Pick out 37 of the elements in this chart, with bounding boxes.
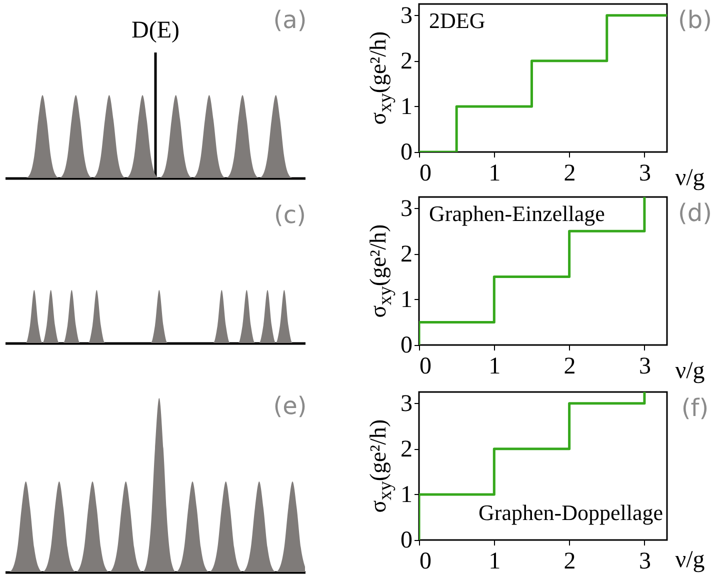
text: (d)	[678, 199, 712, 227]
annotation: Graphen-Einzellage	[429, 201, 605, 226]
y-tick-label: 2	[400, 48, 412, 74]
x-tick-label: 0	[420, 354, 432, 380]
text: (f)	[681, 394, 709, 422]
x-tick-label: 2	[564, 354, 576, 380]
annotation: Graphen-Doppellage	[478, 500, 663, 525]
x-tick-label: 0	[420, 160, 432, 186]
y-tick-label: 2	[400, 436, 412, 462]
y-tick-label: 3	[400, 390, 412, 417]
y-tick-label: 3	[400, 196, 412, 222]
y-tick-label: 3	[400, 2, 412, 29]
x-tick-label: 0	[420, 548, 432, 574]
y-tick-label: 1	[400, 482, 412, 508]
text: (b)	[678, 6, 712, 34]
x-tick-label: 1	[488, 160, 501, 186]
annotation: (e)	[273, 392, 307, 420]
x-axis-title: ν/g	[675, 547, 705, 573]
y-tick-label: 0	[400, 332, 412, 358]
text: (a)	[273, 6, 307, 34]
x-tick-label: 3	[638, 548, 651, 574]
x-axis-title: ν/g	[675, 165, 705, 191]
x-tick-label: 2	[564, 160, 576, 186]
y-tick-label: 1	[400, 286, 412, 313]
y-tick-label: 0	[400, 140, 412, 166]
x-tick-label: 1	[488, 548, 501, 574]
x-tick-label: 2	[564, 548, 576, 574]
x-tick-label: 3	[638, 354, 651, 380]
x-axis-title: ν/g	[675, 358, 705, 384]
y-tick-label: 2	[400, 241, 412, 268]
y-axis-title: D(E)	[132, 18, 180, 44]
y-tick-label: 0	[400, 528, 412, 554]
x-tick-label: 1	[488, 354, 501, 380]
y-tick-label: 1	[400, 94, 412, 120]
text: (c)	[274, 201, 306, 229]
annotation: 2DEG	[429, 8, 486, 33]
x-tick-label: 3	[638, 160, 651, 186]
